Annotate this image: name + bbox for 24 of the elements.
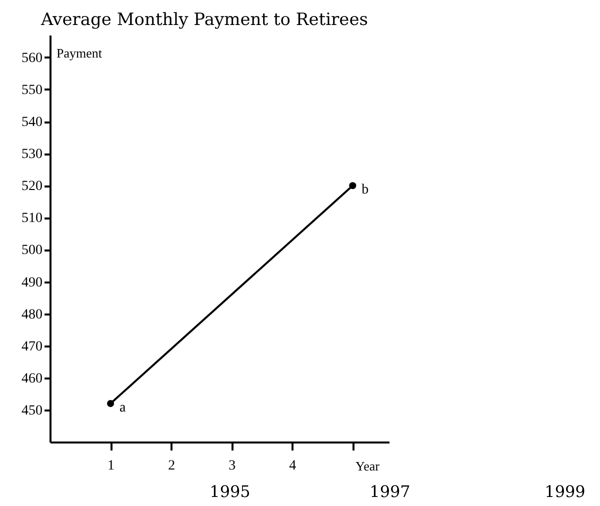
x-tick-label: 2 xyxy=(168,458,176,474)
text: 1999 xyxy=(544,482,586,501)
y-tick-label: 510 xyxy=(22,211,42,226)
annotation: a xyxy=(120,400,127,416)
y-tick-label: 460 xyxy=(22,371,42,386)
x-tick-label: 3 xyxy=(228,458,236,474)
y-axis-title: Payment xyxy=(56,46,102,60)
chart-title: Average Monthly Payment to Retirees xyxy=(40,10,368,30)
y-tick-label: 500 xyxy=(22,243,42,258)
y-tick-label: 470 xyxy=(22,339,42,354)
y-tick-label: 520 xyxy=(22,179,42,194)
y-tick-label: 540 xyxy=(22,115,42,130)
y-tick-label: 550 xyxy=(22,82,42,98)
y-tick-label: 530 xyxy=(22,147,42,162)
text: 1995 xyxy=(210,482,250,501)
x-tick-label: 1 xyxy=(108,458,115,474)
y-tick-label: 560 xyxy=(22,50,42,66)
text: 1997 xyxy=(370,482,410,501)
y-tick-label: 450 xyxy=(22,403,42,418)
x-axis-title: Year xyxy=(356,458,380,474)
y-tick-label: 490 xyxy=(22,275,42,290)
x-tick-label: 4 xyxy=(289,458,296,474)
annotation: b xyxy=(362,182,369,198)
y-tick-label: 480 xyxy=(22,307,42,322)
